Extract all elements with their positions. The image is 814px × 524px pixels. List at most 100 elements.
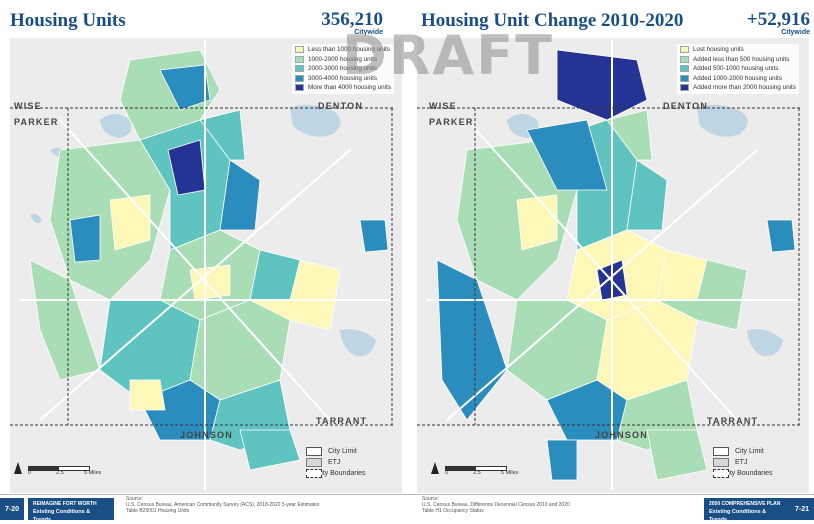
legend-label: 3000-4000 housing units bbox=[308, 74, 377, 82]
scale-label: 2.5 bbox=[56, 470, 64, 476]
legend-label: County Boundaries bbox=[306, 470, 366, 477]
legend-item: County Boundaries bbox=[713, 468, 773, 479]
legend-label: Added 1000-2000 housing units bbox=[693, 74, 782, 82]
housing-change-panel: Housing Unit Change 2010-2020 +52,916 Ci… bbox=[407, 0, 814, 522]
left-map-title: Housing Units bbox=[10, 10, 126, 31]
left-total-value: 356,210 bbox=[321, 9, 383, 30]
right-page-number: 7-21 bbox=[790, 498, 814, 520]
legend-label: Lost housing units bbox=[693, 46, 744, 54]
north-arrow-icon bbox=[431, 462, 439, 474]
page-footer bbox=[0, 494, 814, 523]
housing-change-map bbox=[417, 38, 809, 493]
left-page-number: 7-20 bbox=[0, 498, 24, 520]
scale-label: 5 Miles bbox=[501, 470, 519, 476]
legend-item: ETJ bbox=[713, 457, 773, 468]
legend-item: ETJ bbox=[306, 457, 366, 468]
legend-item: Less than 1000 housing units bbox=[295, 45, 391, 55]
legend-label: City Limit bbox=[735, 448, 764, 455]
scale-label: 0 bbox=[28, 470, 32, 476]
legend-label: 1000-2000 housing units bbox=[308, 55, 377, 63]
county-label-johnson: JOHNSON bbox=[180, 430, 233, 440]
scale-bar bbox=[445, 466, 507, 471]
legend-label: City Limit bbox=[328, 448, 357, 455]
left-boundary-legend: City Limit ETJ County Boundaries bbox=[306, 446, 366, 479]
legend-item: Added 1000-2000 housing units bbox=[680, 74, 796, 84]
county-label-wise: WISE bbox=[14, 101, 42, 111]
badge-line: Existing Conditions & Trends bbox=[33, 509, 91, 523]
right-total-value: +52,916 bbox=[746, 9, 810, 30]
legend-swatch bbox=[295, 84, 304, 92]
legend-item: Added less than 500 housing units bbox=[680, 55, 796, 65]
legend-item: City Limit bbox=[306, 446, 366, 457]
city-limit-swatch bbox=[713, 447, 729, 456]
source-line: U.S. Census Bureau, American Community S… bbox=[126, 502, 320, 508]
legend-label: County Boundaries bbox=[713, 470, 773, 477]
county-label-denton: DENTON bbox=[663, 101, 709, 111]
scale-label: 5 Miles bbox=[84, 470, 102, 476]
legend-item: 3000-4000 housing units bbox=[295, 74, 391, 84]
legend-label: ETJ bbox=[328, 459, 341, 466]
source-line: Source: bbox=[422, 496, 440, 502]
legend-swatch bbox=[295, 65, 304, 73]
legend-label: ETJ bbox=[735, 459, 748, 466]
left-source-note: Source: U.S. Census Bureau, American Com… bbox=[126, 496, 319, 514]
legend-item: 1000-2000 housing units bbox=[295, 55, 391, 65]
legend-item: More than 4000 housing units bbox=[295, 83, 391, 93]
scale-label: 2.5 bbox=[473, 470, 481, 476]
legend-item: 2000-3000 housing units bbox=[295, 64, 391, 74]
etj-swatch bbox=[306, 458, 322, 467]
right-footer-badge: 2050 COMPREHENSIVE PLAN Existing Conditi… bbox=[704, 498, 790, 523]
north-arrow-icon bbox=[14, 462, 22, 474]
legend-swatch bbox=[680, 65, 689, 73]
right-boundary-legend: City Limit ETJ County Boundaries bbox=[713, 446, 773, 479]
housing-units-map bbox=[10, 38, 402, 493]
legend-label: More than 4000 housing units bbox=[308, 84, 391, 92]
county-label-parker: PARKER bbox=[14, 117, 59, 127]
county-label-johnson: JOHNSON bbox=[595, 430, 648, 440]
right-source-note: Source: U.S. Census Bureau, Difference D… bbox=[422, 496, 570, 514]
source-line: U.S. Census Bureau, Difference Decennial… bbox=[422, 502, 570, 508]
legend-swatch bbox=[295, 55, 304, 63]
right-map-title: Housing Unit Change 2010-2020 bbox=[421, 10, 684, 31]
legend-label: Added more than 2000 housing units bbox=[693, 84, 796, 92]
county-boundary-swatch bbox=[713, 469, 729, 478]
legend-swatch bbox=[680, 74, 689, 82]
draft-watermark: DRAFT bbox=[342, 24, 554, 87]
legend-item: Added 500-1000 housing units bbox=[680, 64, 796, 74]
badge-line: REIMAGINE FORT WORTH bbox=[33, 501, 97, 507]
legend-item: County Boundaries bbox=[306, 468, 366, 479]
legend-item: City Limit bbox=[713, 446, 773, 457]
county-label-wise: WISE bbox=[429, 101, 457, 111]
badge-line: 2050 COMPREHENSIVE PLAN bbox=[709, 501, 781, 507]
county-label-tarrant: TARRANT bbox=[316, 416, 368, 426]
source-line: Table B25001 Housing Units bbox=[126, 508, 190, 514]
right-citywide-label: Citywide bbox=[781, 29, 810, 36]
city-limit-swatch bbox=[306, 447, 322, 456]
badge-line: Existing Conditions & Trends bbox=[709, 509, 767, 523]
source-line: Table H1 Occupancy Status bbox=[422, 508, 484, 514]
legend-label: Added 500-1000 housing units bbox=[693, 65, 779, 73]
legend-swatch bbox=[680, 84, 689, 92]
county-boundary-swatch bbox=[306, 469, 322, 478]
legend-item: Added more than 2000 housing units bbox=[680, 83, 796, 93]
legend-label: 2000-3000 housing units bbox=[308, 65, 377, 73]
right-legend: Lost housing units Added less than 500 h… bbox=[677, 44, 799, 94]
etj-swatch bbox=[713, 458, 729, 467]
legend-label: Added less than 500 housing units bbox=[693, 55, 790, 63]
left-footer-badge: REIMAGINE FORT WORTH Existing Conditions… bbox=[28, 498, 114, 523]
county-label-denton: DENTON bbox=[318, 101, 364, 111]
legend-swatch bbox=[680, 55, 689, 63]
left-citywide-label: Citywide bbox=[354, 29, 383, 36]
housing-units-panel: Housing Units 356,210 Citywide Less than… bbox=[0, 0, 407, 522]
county-label-parker: PARKER bbox=[429, 117, 474, 127]
county-label-tarrant: TARRANT bbox=[707, 416, 759, 426]
scale-bar bbox=[28, 466, 90, 471]
scale-label: 0 bbox=[445, 470, 449, 476]
legend-label: Less than 1000 housing units bbox=[308, 46, 390, 54]
legend-swatch bbox=[295, 74, 304, 82]
legend-swatch bbox=[295, 46, 304, 54]
left-legend: Less than 1000 housing units 1000-2000 h… bbox=[292, 44, 394, 94]
legend-swatch bbox=[680, 46, 689, 54]
legend-item: Lost housing units bbox=[680, 45, 796, 55]
source-line: Source: bbox=[126, 496, 144, 502]
